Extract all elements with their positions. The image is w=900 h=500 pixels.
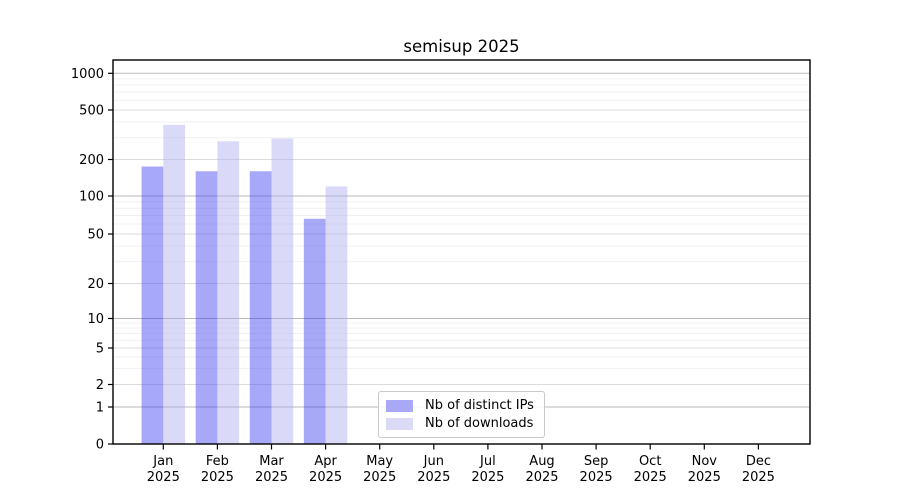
y-tick-label: 5 bbox=[96, 342, 104, 357]
x-tick-label-month: Feb bbox=[206, 454, 229, 469]
bar-nb-of-distinct-ips-mar bbox=[249, 171, 272, 445]
x-tick-label-month: May bbox=[366, 454, 393, 469]
x-tick-label-month: Mar bbox=[259, 454, 284, 469]
plot-border bbox=[112, 59, 811, 445]
y-tick-label: 1000 bbox=[71, 67, 104, 82]
bar-nb-of-distinct-ips-apr bbox=[303, 218, 326, 444]
legend-item-downloads: Nb of downloads bbox=[386, 416, 536, 431]
x-tick-label-year: 2025 bbox=[309, 470, 342, 485]
x-tick-label-year: 2025 bbox=[255, 470, 288, 485]
y-tick-label: 0 bbox=[96, 438, 104, 453]
bar-nb-of-downloads-jan bbox=[163, 124, 186, 444]
x-tick-label-year: 2025 bbox=[742, 470, 775, 485]
legend: Nb of distinct IPs Nb of downloads bbox=[378, 391, 545, 438]
y-tick-label: 100 bbox=[79, 190, 104, 205]
legend-item-distinct-ips: Nb of distinct IPs bbox=[386, 398, 536, 413]
y-tick-label: 50 bbox=[87, 228, 104, 243]
x-tick-label-month: Nov bbox=[692, 454, 718, 469]
x-tick-label-month: Apr bbox=[314, 454, 337, 469]
x-tick-label-year: 2025 bbox=[580, 470, 613, 485]
x-tick-label-year: 2025 bbox=[525, 470, 558, 485]
legend-swatch-distinct-ips bbox=[386, 399, 413, 412]
y-tick-label: 20 bbox=[87, 277, 104, 292]
legend-label-downloads: Nb of downloads bbox=[425, 416, 534, 431]
x-tick-label-month: Jul bbox=[479, 454, 496, 469]
x-tick-label-month: Aug bbox=[529, 454, 554, 469]
chart-title: semisup 2025 bbox=[403, 37, 520, 56]
legend-swatch-downloads bbox=[386, 417, 413, 430]
x-tick-label-year: 2025 bbox=[201, 470, 234, 485]
bar-nb-of-downloads-mar bbox=[271, 138, 294, 445]
bar-nb-of-downloads-feb bbox=[217, 141, 240, 444]
y-tick-label: 1 bbox=[96, 401, 104, 416]
x-tick-label-month: Jan bbox=[152, 454, 173, 469]
legend-label-distinct-ips: Nb of distinct IPs bbox=[425, 398, 534, 413]
x-tick-label-year: 2025 bbox=[688, 470, 721, 485]
x-tick-label-year: 2025 bbox=[147, 470, 180, 485]
y-tick-label: 200 bbox=[79, 153, 104, 168]
bar-nb-of-downloads-apr bbox=[325, 186, 348, 445]
bar-nb-of-distinct-ips-feb bbox=[195, 171, 218, 445]
x-tick-label-month: Oct bbox=[639, 454, 661, 469]
y-tick-label: 2 bbox=[96, 378, 104, 393]
bar-nb-of-distinct-ips-jan bbox=[141, 166, 164, 444]
x-tick-label-month: Jun bbox=[423, 454, 444, 469]
x-tick-label-year: 2025 bbox=[634, 470, 667, 485]
x-tick-label-year: 2025 bbox=[417, 470, 450, 485]
x-tick-label-month: Dec bbox=[746, 454, 771, 469]
x-tick-label-year: 2025 bbox=[363, 470, 396, 485]
x-tick-label-month: Sep bbox=[584, 454, 609, 469]
y-tick-label: 500 bbox=[79, 104, 104, 119]
x-tick-label-year: 2025 bbox=[471, 470, 504, 485]
y-tick-label: 10 bbox=[87, 312, 104, 327]
